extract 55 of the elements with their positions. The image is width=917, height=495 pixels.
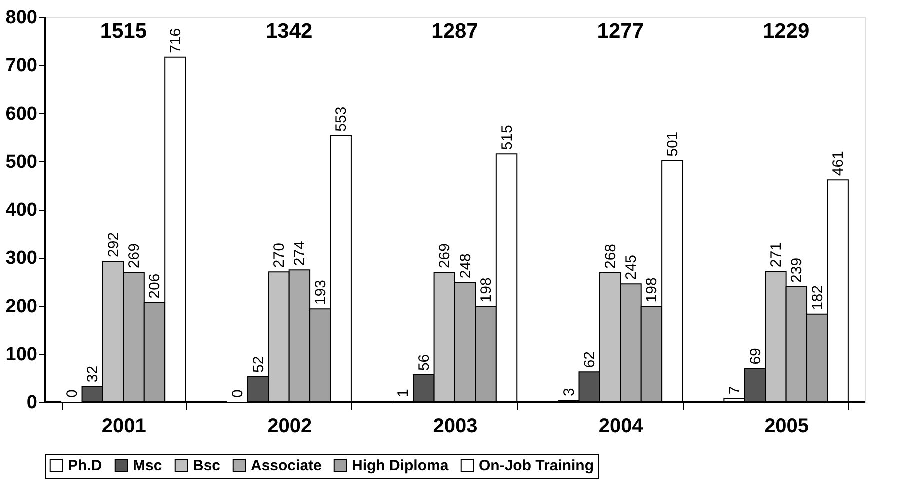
data-label: 716 [167, 28, 184, 54]
data-label: 198 [644, 278, 661, 303]
legend-label: Associate [251, 458, 322, 475]
data-label: 245 [623, 255, 640, 280]
data-label: 501 [664, 132, 682, 157]
x-tick-label: 2002 [268, 416, 312, 438]
legend-label: On-Job Training [479, 458, 594, 475]
legend-label: Bsc [193, 458, 221, 475]
data-label: 239 [788, 258, 806, 283]
data-label: 0 [230, 390, 247, 398]
x-tick-label: 2004 [598, 416, 644, 438]
annotation: 1277 [597, 20, 644, 43]
y-tick-label: 300 [6, 248, 38, 270]
data-label: 1 [395, 389, 412, 398]
legend-label: High Diploma [352, 458, 450, 475]
y-tick-label: 0 [26, 392, 38, 414]
data-label: 32 [84, 366, 102, 383]
legend-label: Msc [133, 458, 162, 475]
data-label: 248 [457, 254, 474, 279]
annotation: 1342 [266, 20, 313, 43]
data-label: 7 [726, 386, 744, 395]
y-tick-label: 600 [6, 104, 38, 125]
y-tick-label: 100 [6, 344, 38, 366]
data-label: 193 [312, 280, 330, 306]
y-tick-label: 800 [6, 8, 38, 28]
data-label: 269 [126, 244, 144, 269]
data-label: 553 [333, 106, 350, 132]
data-label: 268 [602, 244, 620, 270]
x-tick-label: 2003 [433, 416, 478, 438]
data-label: 69 [747, 348, 764, 365]
y-tick-label: 500 [6, 152, 38, 173]
annotation: 1515 [100, 20, 148, 43]
data-label: 182 [809, 285, 826, 310]
data-label: 270 [270, 243, 288, 268]
annotation: 1229 [762, 20, 810, 43]
annotation: 1287 [432, 20, 478, 43]
data-label: 0 [64, 390, 81, 398]
x-tick-label: 2001 [102, 416, 146, 438]
legend-label: Ph.D [68, 458, 102, 475]
data-label: 271 [768, 242, 785, 268]
y-tick-label: 400 [6, 200, 38, 221]
data-label: 269 [436, 244, 454, 269]
y-tick-label: 700 [6, 56, 38, 77]
data-label: 62 [582, 351, 599, 368]
data-label: 206 [146, 274, 164, 299]
data-label: 198 [478, 278, 496, 303]
data-label: 56 [416, 354, 433, 372]
data-label: 3 [560, 388, 578, 397]
data-label: 515 [498, 125, 516, 150]
x-tick-label: 2005 [764, 416, 810, 438]
data-label: 461 [830, 151, 848, 176]
y-tick-label: 200 [6, 296, 38, 318]
data-label: 274 [292, 241, 309, 266]
data-label: 52 [250, 356, 268, 373]
data-label: 292 [105, 232, 122, 258]
